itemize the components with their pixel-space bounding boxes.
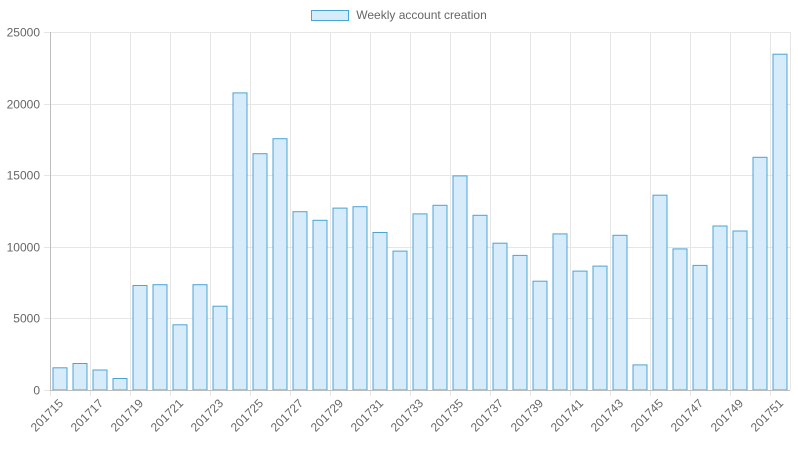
bar-201735[interactable] bbox=[452, 175, 468, 391]
x-tick-label: 201751 bbox=[748, 396, 786, 434]
y-tick-label: 0 bbox=[33, 384, 40, 398]
x-tick-label: 201735 bbox=[428, 396, 466, 434]
bar-201725[interactable] bbox=[252, 153, 268, 391]
bar-201736[interactable] bbox=[472, 214, 488, 391]
bar-201718[interactable] bbox=[112, 378, 128, 391]
bar-201729[interactable] bbox=[332, 207, 348, 391]
bars bbox=[52, 53, 788, 391]
bar-201739[interactable] bbox=[532, 280, 548, 391]
x-tick-label: 201745 bbox=[628, 396, 666, 434]
y-tick-label: 10000 bbox=[7, 241, 41, 255]
bar-201715[interactable] bbox=[52, 367, 68, 391]
x-tick-label: 201731 bbox=[348, 396, 386, 434]
x-tick-label: 201741 bbox=[548, 396, 586, 434]
axes bbox=[50, 32, 790, 391]
bar-201723[interactable] bbox=[212, 305, 228, 391]
bar-201742[interactable] bbox=[592, 265, 608, 391]
x-tick-label: 201715 bbox=[28, 396, 66, 434]
bar-201724[interactable] bbox=[232, 92, 248, 391]
x-tick-label: 201729 bbox=[308, 396, 346, 434]
bar-201743[interactable] bbox=[612, 234, 628, 391]
bar-201749[interactable] bbox=[732, 230, 748, 391]
x-tick-label: 201719 bbox=[108, 396, 146, 434]
bar-201719[interactable] bbox=[132, 285, 148, 391]
bar-201748[interactable] bbox=[712, 225, 728, 391]
y-tick-label: 5000 bbox=[13, 312, 40, 326]
x-tick-label: 201747 bbox=[668, 396, 706, 434]
y-tick-label: 25000 bbox=[7, 26, 41, 40]
bar-201741[interactable] bbox=[572, 270, 588, 391]
bar-201727[interactable] bbox=[292, 211, 308, 391]
bar-201716[interactable] bbox=[72, 363, 88, 391]
bar-201740[interactable] bbox=[552, 233, 568, 391]
y-tick-label: 15000 bbox=[7, 169, 41, 183]
x-tick-label: 201749 bbox=[708, 396, 746, 434]
legend-label: Weekly account creation bbox=[356, 8, 487, 22]
bar-201745[interactable] bbox=[652, 194, 668, 391]
x-axis-ticks: 201715 201717 201719 201721 201723 201725 2017… bbox=[28, 396, 786, 434]
grid-lines bbox=[44, 32, 791, 396]
bar-201746[interactable] bbox=[672, 248, 688, 391]
x-tick-label: 201717 bbox=[68, 396, 106, 434]
x-tick-label: 201733 bbox=[388, 396, 426, 434]
x-tick-label: 201721 bbox=[148, 396, 186, 434]
bar-201733[interactable] bbox=[412, 213, 428, 391]
bar-201738[interactable] bbox=[512, 254, 528, 391]
bar-201717[interactable] bbox=[92, 369, 108, 391]
bar-201734[interactable] bbox=[432, 204, 448, 391]
x-tick-label: 201725 bbox=[228, 396, 266, 434]
bar-201744[interactable] bbox=[632, 364, 648, 391]
x-tick-label: 201727 bbox=[268, 396, 306, 434]
x-tick-label: 201743 bbox=[588, 396, 626, 434]
bar-201750[interactable] bbox=[752, 156, 768, 391]
bar-201751[interactable] bbox=[772, 53, 788, 391]
bar-201726[interactable] bbox=[272, 138, 288, 391]
bar-201737[interactable] bbox=[492, 242, 508, 391]
x-tick-label: 201737 bbox=[468, 396, 506, 434]
bar-201722[interactable] bbox=[192, 284, 208, 391]
bar-201732[interactable] bbox=[392, 250, 408, 391]
x-tick-label: 201723 bbox=[188, 396, 226, 434]
x-tick-label: 201739 bbox=[508, 396, 546, 434]
y-tick-label: 20000 bbox=[7, 98, 41, 112]
bar-201747[interactable] bbox=[692, 264, 708, 391]
bar-201720[interactable] bbox=[152, 284, 168, 391]
bar-201731[interactable] bbox=[372, 232, 388, 391]
bar-201728[interactable] bbox=[312, 219, 328, 391]
y-axis-ticks: 0 5000 10000 15000 20000 25000 bbox=[7, 26, 41, 398]
chart-legend: Weekly account creation bbox=[0, 8, 798, 22]
bar-201730[interactable] bbox=[352, 206, 368, 391]
legend-item[interactable]: Weekly account creation bbox=[311, 8, 487, 22]
legend-swatch bbox=[311, 9, 350, 21]
bar-201721[interactable] bbox=[172, 324, 188, 391]
